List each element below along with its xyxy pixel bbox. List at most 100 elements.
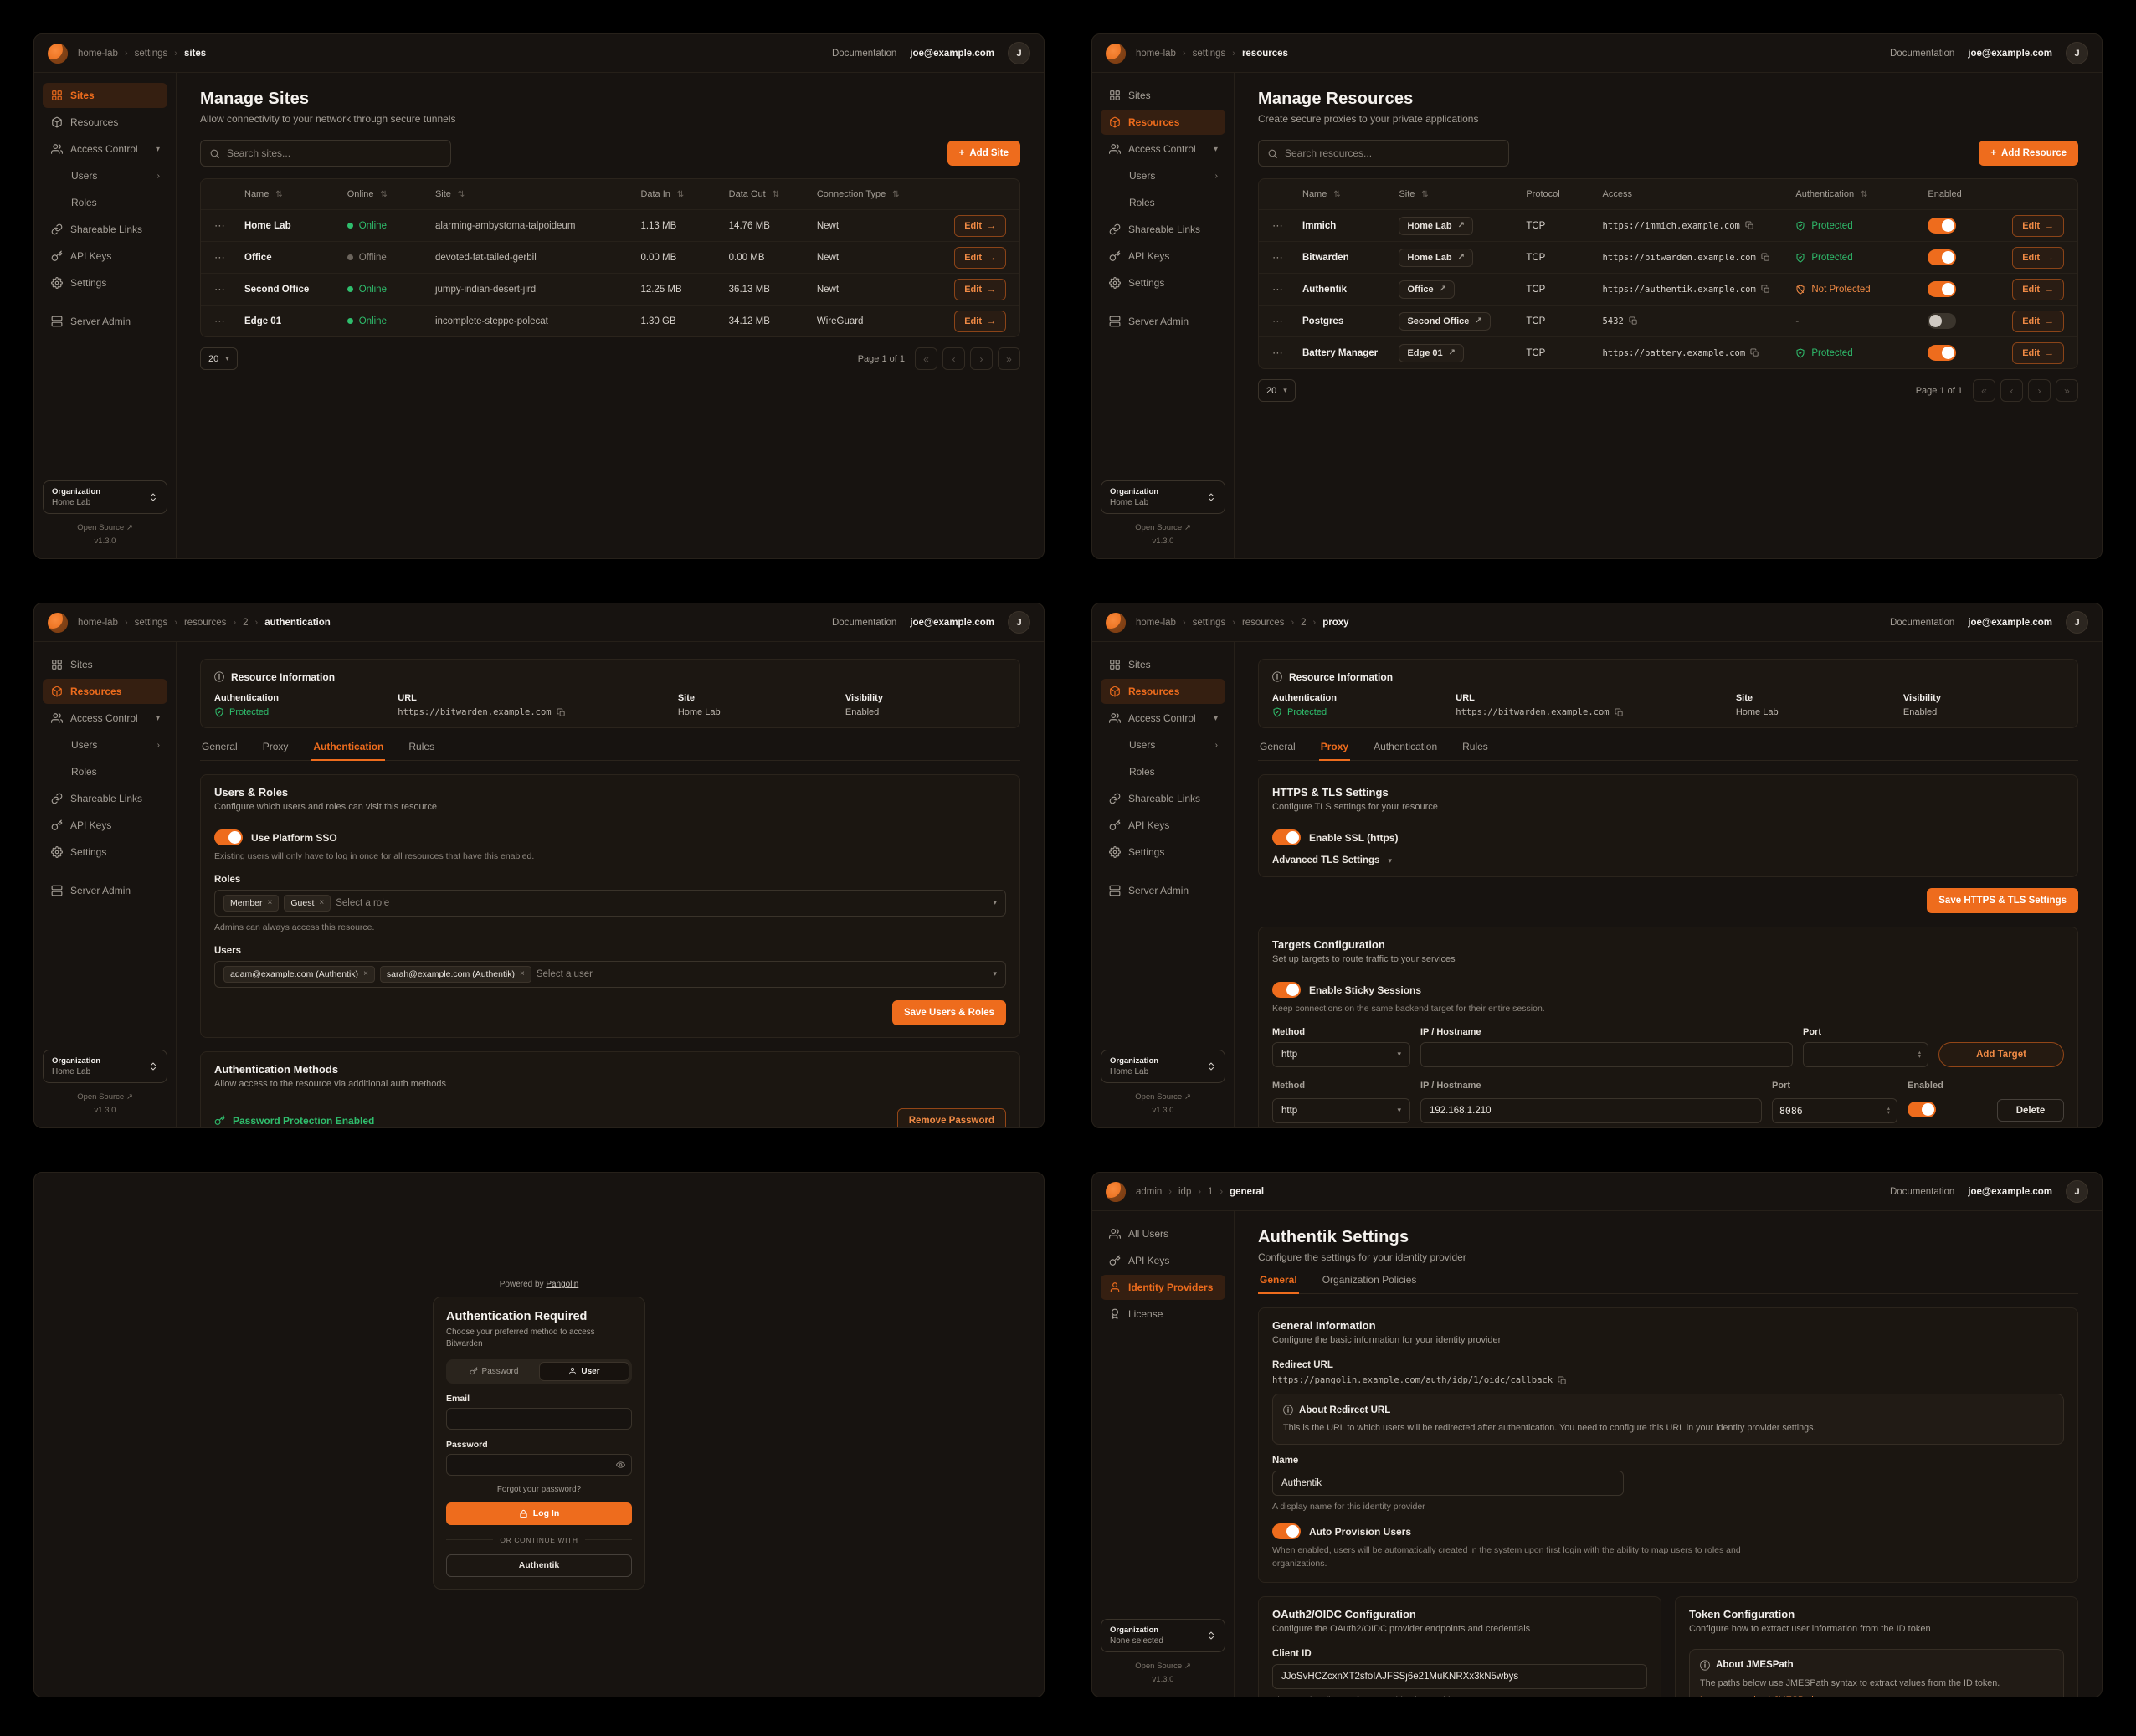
breadcrumb-item[interactable]: home-lab [78, 48, 118, 59]
sidebar-item-users[interactable]: Users › [43, 732, 167, 758]
breadcrumb-item[interactable]: settings [1192, 617, 1226, 628]
sidebar-item-server-admin[interactable]: Server Admin [1101, 878, 1225, 903]
sidebar-item-roles[interactable]: Roles [1101, 190, 1225, 215]
org-switcher[interactable]: Organization Home Lab [1101, 1049, 1225, 1083]
platform-sso-toggle[interactable] [214, 829, 243, 845]
users-multiselect[interactable]: adam@example.com (Authentik) × sarah@exam… [214, 960, 1006, 988]
row-menu-button[interactable]: ⋯ [214, 250, 226, 264]
ip-hostname-input[interactable] [1420, 1097, 1762, 1123]
copy-icon[interactable] [1629, 316, 1638, 326]
sidebar-item-settings[interactable]: Settings [43, 270, 167, 295]
advanced-tls-settings-expander[interactable]: Advanced TLS Settings [1272, 855, 1380, 865]
sidebar-item-sites[interactable]: Sites [43, 83, 167, 108]
delete-target-button[interactable]: Delete [1997, 1099, 2064, 1122]
org-switcher[interactable]: Organization Home Lab [1101, 480, 1225, 514]
user-avatar[interactable]: J [2066, 611, 2088, 634]
sidebar-item-api-keys[interactable]: API Keys [1101, 813, 1225, 838]
edit-button[interactable]: Edit → [954, 278, 1006, 300]
tab-general[interactable]: General [202, 741, 238, 752]
site-link-button[interactable]: Edge 01 ↗ [1399, 343, 1465, 362]
breadcrumb-item[interactable]: settings [134, 617, 168, 628]
column-header-site[interactable]: Site ⇅ [434, 189, 465, 199]
tab-authentication[interactable]: Authentication [1374, 741, 1438, 752]
tab-proxy[interactable]: Proxy [262, 741, 289, 752]
remove-chip-icon[interactable]: × [519, 969, 525, 978]
column-header-data-out[interactable]: Data Out ⇅ [728, 189, 780, 199]
user-email[interactable]: joe@example.com [1968, 1186, 2052, 1197]
column-header-online[interactable]: Online ⇅ [347, 189, 388, 199]
sidebar-item-sites[interactable]: Sites [1101, 652, 1225, 677]
sidebar-item-identity-providers[interactable]: Identity Providers [1101, 1275, 1225, 1300]
user-email[interactable]: joe@example.com [1968, 617, 2052, 628]
page-size-select[interactable]: 20 ▾ [200, 347, 238, 370]
open-source-link[interactable]: Open Source ↗ [1135, 522, 1191, 532]
pagination-first-button[interactable]: « [1973, 379, 1995, 402]
sidebar-item-api-keys[interactable]: API Keys [43, 244, 167, 269]
search-input[interactable] [227, 147, 442, 159]
breadcrumb-item[interactable]: resources [183, 617, 227, 628]
sidebar-item-server-admin[interactable]: Server Admin [1101, 309, 1225, 334]
tab-proxy[interactable]: Proxy [1318, 741, 1351, 761]
breadcrumb-item[interactable]: settings [134, 48, 168, 59]
sidebar-item-api-keys[interactable]: API Keys [1101, 244, 1225, 269]
column-header-authentication[interactable]: Authentication ⇅ [1795, 189, 1868, 199]
enabled-toggle[interactable] [1928, 218, 1957, 234]
breadcrumb-item[interactable]: admin [1136, 1186, 1163, 1197]
password-field[interactable] [446, 1453, 632, 1476]
sidebar-item-resources[interactable]: Resources [1101, 110, 1225, 135]
sidebar-item-access-control[interactable]: Access Control ▾ [43, 706, 167, 731]
sidebar-item-api-keys[interactable]: API Keys [1101, 1248, 1225, 1273]
breadcrumb-item[interactable]: home-lab [1136, 48, 1176, 59]
user-avatar[interactable]: J [1008, 611, 1030, 634]
sidebar-item-users[interactable]: Users › [43, 163, 167, 188]
sidebar-item-access-control[interactable]: Access Control ▾ [1101, 706, 1225, 731]
add-resource-button[interactable]: + Add Resource [1979, 141, 2078, 166]
forgot-password-link[interactable]: Forgot your password? [496, 1484, 582, 1494]
port-input[interactable]: ▴ ▾ [1803, 1041, 1928, 1067]
documentation-link[interactable]: Documentation [1889, 48, 1955, 59]
enabled-toggle[interactable] [1928, 313, 1957, 329]
copy-icon[interactable] [1761, 285, 1770, 294]
copy-icon[interactable] [1615, 708, 1624, 717]
user-email[interactable]: joe@example.com [1968, 48, 2052, 59]
row-menu-button[interactable]: ⋯ [1272, 250, 1284, 264]
sidebar-item-shareable-links[interactable]: Shareable Links [1101, 217, 1225, 242]
copy-icon[interactable] [1745, 221, 1754, 230]
sidebar-item-roles[interactable]: Roles [43, 190, 167, 215]
tab-password[interactable]: Password [449, 1362, 539, 1381]
pagination-last-button[interactable]: » [2056, 379, 2078, 402]
column-header-connection-type[interactable]: Connection Type ⇅ [816, 189, 900, 199]
sidebar-item-settings[interactable]: Settings [43, 840, 167, 865]
documentation-link[interactable]: Documentation [1889, 617, 1955, 628]
port-input[interactable]: 8086 ▴ ▾ [1772, 1097, 1897, 1123]
enable-ssl-toggle[interactable] [1272, 829, 1301, 845]
column-header-site[interactable]: Site ⇅ [1399, 189, 1429, 199]
save-https-tls-button[interactable]: Save HTTPS & TLS Settings [1927, 888, 2078, 913]
sidebar-item-access-control[interactable]: Access Control ▾ [43, 136, 167, 162]
copy-icon[interactable] [1558, 1376, 1567, 1385]
pagination-next-button[interactable]: › [2028, 379, 2051, 402]
stepper-icon[interactable]: ▴ ▾ [1918, 1049, 1921, 1060]
row-menu-button[interactable]: ⋯ [1272, 314, 1284, 327]
column-header-name[interactable]: Name ⇅ [1302, 189, 1341, 199]
breadcrumb-item[interactable]: settings [1192, 48, 1226, 59]
row-menu-button[interactable]: ⋯ [1272, 282, 1284, 295]
edit-button[interactable]: Edit → [2012, 342, 2064, 364]
copy-icon[interactable] [557, 708, 566, 717]
tab-user[interactable]: User [539, 1361, 629, 1381]
copy-icon[interactable] [1750, 348, 1759, 357]
column-header-name[interactable]: Name ⇅ [244, 189, 283, 199]
show-password-button[interactable] [616, 1460, 625, 1469]
log-in-button[interactable]: Log In [446, 1502, 632, 1525]
sidebar-item-users[interactable]: Users › [1101, 732, 1225, 758]
documentation-link[interactable]: Documentation [831, 617, 897, 628]
stepper-icon[interactable]: ▴ ▾ [1887, 1105, 1890, 1116]
tab-authentication[interactable]: Authentication [311, 741, 386, 761]
user-email[interactable]: joe@example.com [910, 48, 994, 59]
edit-button[interactable]: Edit → [2012, 214, 2064, 237]
target-enabled-toggle[interactable] [1908, 1101, 1936, 1117]
user-avatar[interactable]: J [2066, 42, 2088, 64]
user-email[interactable]: joe@example.com [910, 617, 994, 628]
site-link-button[interactable]: Home Lab ↗ [1399, 216, 1474, 235]
sidebar-item-sites[interactable]: Sites [1101, 83, 1225, 108]
